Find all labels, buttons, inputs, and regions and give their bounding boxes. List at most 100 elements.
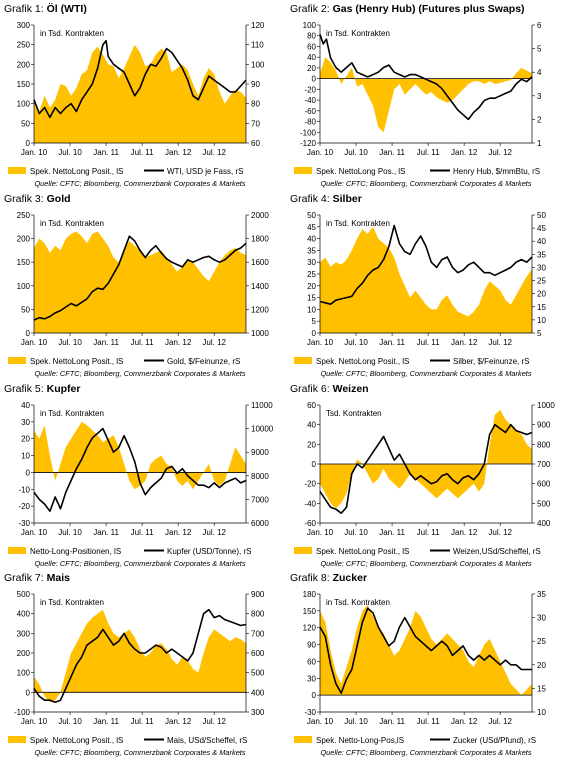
left-tick-label: -10 bbox=[18, 485, 30, 494]
x-tick-label: Jul. 12 bbox=[488, 148, 512, 157]
left-tick-label: 0 bbox=[26, 688, 31, 697]
chart-title-text: Öl (WTI) bbox=[46, 3, 87, 15]
chart-panel-g3: Grafik 3: Gold 0 50 100 150 200 250 1000 1200 140… bbox=[4, 193, 276, 381]
x-tick-label: Jul. 12 bbox=[202, 528, 226, 537]
chart-number: Grafik 4: bbox=[290, 193, 333, 205]
right-tick-label: 11000 bbox=[251, 401, 273, 410]
left-tick-label: 0 bbox=[26, 329, 31, 338]
right-tick-label: 35 bbox=[537, 590, 546, 599]
right-tick-label: 25 bbox=[537, 637, 546, 646]
chart-panel-g4: Grafik 4: Silber 0 5 10 15 20 25 30 35 40 45 50 5 10 1… bbox=[290, 193, 562, 381]
chart-source: Quelle: CFTC; Bloomberg, Commerzbank Cor… bbox=[34, 748, 246, 757]
right-tick-label: 9000 bbox=[251, 448, 269, 457]
area-series-fill bbox=[320, 226, 532, 333]
right-tick-label: 600 bbox=[251, 649, 265, 658]
left-tick-label: 20 bbox=[21, 435, 30, 444]
line-series bbox=[33, 39, 247, 119]
left-tick-label: -20 bbox=[304, 85, 316, 94]
chart-panel-g5: Grafik 5: Kupfer -30 -20 -10 0 10 20 30 40 6000 70… bbox=[4, 383, 276, 571]
left-tick-label: 15 bbox=[307, 294, 316, 303]
chart-number: Grafik 1: bbox=[4, 3, 47, 15]
right-tick-label: 7000 bbox=[251, 495, 269, 504]
chart-source: Quelle: CFTC; Bloomberg, Commerzbank Cor… bbox=[320, 748, 532, 757]
legend-line-label: Weizen,USd/Scheffel, rS bbox=[453, 547, 541, 556]
left-tick-label: 300 bbox=[17, 21, 31, 30]
x-tick-label: Jan. 12 bbox=[165, 717, 192, 726]
chart-source: Quelle: CFTC; Bloomberg, Commerzbank Cor… bbox=[320, 369, 532, 378]
x-tick-label: Jul. 12 bbox=[488, 528, 512, 537]
right-tick-label: 400 bbox=[537, 519, 551, 528]
left-tick-label: 50 bbox=[21, 119, 30, 128]
x-tick-label: Jul. 12 bbox=[202, 717, 226, 726]
right-tick-label: 20 bbox=[537, 661, 546, 670]
legend-fill-label: Spek. NettoLong Posit., lS bbox=[316, 547, 409, 556]
x-tick-label: Jan. 12 bbox=[165, 338, 192, 347]
chart-panel-g7: Grafik 7: Mais -100 0 100 200 300 400 500 300 400… bbox=[4, 572, 276, 760]
chart-panel-g1: Grafik 1: Öl (WTI) 0 50 100 150 200 250 300 60 70… bbox=[4, 3, 276, 191]
legend-line-label: Henry Hub, $/mmBtu, rS bbox=[453, 167, 540, 176]
right-tick-label: 35 bbox=[537, 250, 546, 259]
x-tick-label: Jan. 10 bbox=[21, 338, 48, 347]
left-tick-label: 30 bbox=[21, 418, 30, 427]
x-tick-label: Jan. 10 bbox=[21, 148, 48, 157]
area-series-fill bbox=[34, 609, 246, 703]
legend-line-label: Mais, USd/Scheffel, rS bbox=[167, 736, 247, 745]
left-tick-label: -40 bbox=[304, 96, 316, 105]
legend-fill-swatch bbox=[294, 167, 312, 174]
x-tick-label: Jul. 10 bbox=[344, 338, 368, 347]
legend-line-label: WTI, USD je Fass, rS bbox=[167, 167, 243, 176]
right-tick-label: 15 bbox=[537, 684, 546, 693]
left-tick-label: 0 bbox=[312, 691, 317, 700]
legend-fill-label: Spek. NettoLong Pos., lS bbox=[316, 167, 405, 176]
right-tick-label: 10 bbox=[537, 708, 546, 717]
line-series bbox=[33, 427, 247, 512]
area-series-fill bbox=[320, 605, 532, 696]
chart-title: Grafik 1: Öl (WTI) bbox=[4, 3, 87, 15]
unit-label: in Tsd. Kontrakten bbox=[40, 598, 104, 607]
right-tick-label: 900 bbox=[537, 421, 551, 430]
left-tick-label: 5 bbox=[312, 317, 317, 326]
chart-title-text: Gas (Henry Hub) (Futures plus Swaps) bbox=[332, 3, 525, 15]
right-tick-label: 2 bbox=[537, 115, 542, 124]
x-tick-label: Jul. 11 bbox=[131, 528, 155, 537]
legend-fill-label: Spek. NettoLong Posit., lS bbox=[30, 167, 123, 176]
left-tick-label: -100 bbox=[14, 708, 31, 717]
left-tick-label: 100 bbox=[17, 282, 31, 291]
right-tick-label: 1600 bbox=[251, 258, 269, 267]
x-tick-label: Jan. 10 bbox=[307, 717, 334, 726]
chart-source: Quelle: CFTC; Bloomberg, Commerzbank Cor… bbox=[34, 179, 246, 188]
left-tick-label: 0 bbox=[312, 75, 317, 84]
right-tick-label: 6 bbox=[537, 21, 542, 30]
left-tick-label: 60 bbox=[307, 401, 316, 410]
legend-fill-label: Spek. NettoLong Posit., lS bbox=[30, 736, 123, 745]
x-tick-label: Jan. 12 bbox=[451, 338, 478, 347]
legend-fill-swatch bbox=[294, 547, 312, 554]
left-tick-label: 100 bbox=[17, 669, 31, 678]
right-tick-label: 4 bbox=[537, 68, 542, 77]
chart-panel-g8: Grafik 8: Zucker -30 0 30 60 90 120 150 180 10 15 2… bbox=[290, 572, 562, 760]
left-tick-label: 0 bbox=[26, 139, 31, 148]
x-tick-label: Jan. 10 bbox=[21, 717, 48, 726]
x-tick-label: Jan. 10 bbox=[21, 528, 48, 537]
x-tick-label: Jan. 10 bbox=[307, 148, 334, 157]
legend-line-label: Gold, $/Feinunze, rS bbox=[167, 357, 240, 366]
unit-label: Tsd. Kontrakten bbox=[326, 409, 382, 418]
x-tick-label: Jul. 10 bbox=[58, 717, 82, 726]
x-tick-label: Jul. 10 bbox=[58, 528, 82, 537]
right-tick-label: 1000 bbox=[251, 329, 269, 338]
left-tick-label: 0 bbox=[312, 460, 317, 469]
left-tick-label: 20 bbox=[307, 440, 316, 449]
right-tick-label: 110 bbox=[251, 41, 264, 50]
right-tick-label: 8000 bbox=[251, 472, 269, 481]
chart-number: Grafik 5: bbox=[4, 383, 47, 395]
legend-line-label: Silber, $/Feinunze, rS bbox=[453, 357, 529, 366]
chart-title: Grafik 2: Gas (Henry Hub) (Futures plus … bbox=[290, 3, 525, 15]
left-tick-label: 25 bbox=[307, 270, 316, 279]
unit-label: in Tsd. Kontrakten bbox=[40, 409, 104, 418]
left-tick-label: 120 bbox=[303, 624, 317, 633]
left-tick-label: -100 bbox=[300, 128, 317, 137]
right-tick-label: 1000 bbox=[537, 401, 555, 410]
left-tick-label: 250 bbox=[17, 41, 31, 50]
chart-number: Grafik 6: bbox=[290, 383, 333, 395]
left-tick-label: 200 bbox=[17, 60, 31, 69]
